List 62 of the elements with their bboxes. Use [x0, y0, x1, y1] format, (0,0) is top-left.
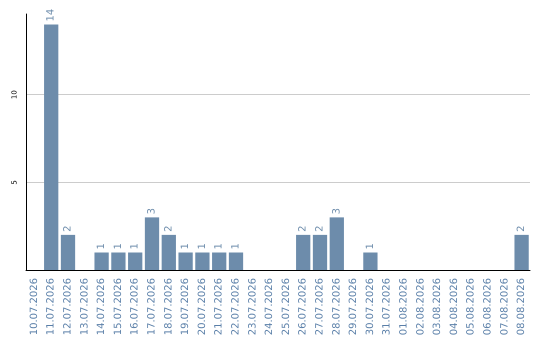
- x-tick-label: 07.08.2026: [499, 278, 510, 336]
- bar: [128, 252, 142, 270]
- x-tick-label: 06.08.2026: [482, 278, 494, 336]
- x-tick-label: 04.08.2026: [448, 278, 460, 336]
- bar: [195, 252, 210, 270]
- x-tick-label: 11.07.2026: [46, 278, 57, 336]
- x-tick-label: 15.07.2026: [112, 278, 124, 336]
- x-tick-label: 05.08.2026: [466, 278, 477, 336]
- bar: [330, 217, 344, 270]
- x-tick-label: 31.07.2026: [382, 278, 393, 336]
- data-label: 2: [163, 226, 174, 232]
- bar: [144, 217, 160, 270]
- bar: [111, 252, 126, 270]
- data-label: 2: [62, 226, 74, 232]
- x-tick-label: 19.07.2026: [180, 278, 192, 336]
- data-label: 1: [230, 243, 242, 250]
- bar: [312, 234, 328, 270]
- bar: [228, 252, 244, 270]
- x-tick-label: 29.07.2026: [348, 278, 360, 336]
- x-tick-label: 22.07.2026: [230, 278, 242, 336]
- x-tick-label: 13.07.2026: [79, 278, 90, 336]
- x-tick-label: 01.08.2026: [398, 278, 410, 336]
- x-tick-label: 23.07.2026: [247, 278, 258, 336]
- data-label: 14: [46, 8, 57, 22]
- x-tick-label: 27.07.2026: [314, 278, 326, 336]
- x-tick-label: 25.07.2026: [280, 278, 292, 336]
- bar: [296, 234, 310, 270]
- data-label: 3: [331, 208, 342, 214]
- bar: [60, 234, 76, 270]
- data-label: 2: [516, 226, 528, 232]
- x-tick-label: 03.08.2026: [432, 278, 444, 336]
- data-label: 1: [130, 243, 141, 250]
- x-tick-label: 30.07.2026: [364, 278, 376, 336]
- x-tick-label: 26.07.2026: [298, 278, 309, 336]
- bar: [514, 234, 529, 270]
- x-tick-label: 28.07.2026: [331, 278, 342, 336]
- x-tick-label: 10.07.2026: [28, 278, 40, 336]
- x-tick-label: 21.07.2026: [214, 278, 225, 336]
- data-label: 1: [96, 243, 108, 250]
- x-tick-label: 24.07.2026: [264, 278, 276, 336]
- data-label: 1: [196, 243, 208, 250]
- bar: [94, 252, 109, 270]
- bar: [44, 24, 58, 270]
- data-label: 2: [314, 226, 326, 232]
- bar: [178, 252, 193, 270]
- x-tick-label: 18.07.2026: [163, 278, 174, 336]
- x-tick-label: 12.07.2026: [62, 278, 74, 336]
- x-tick-label: 14.07.2026: [96, 278, 108, 336]
- data-label: 3: [146, 208, 158, 214]
- data-label: 1: [214, 243, 225, 250]
- x-tick-label: 08.08.2026: [516, 278, 528, 336]
- x-tick-label: 02.08.2026: [415, 278, 426, 336]
- bar: [212, 252, 226, 270]
- data-label: 1: [364, 243, 376, 250]
- bar: [363, 252, 378, 270]
- x-tick-label: 16.07.2026: [130, 278, 141, 336]
- x-tick-label: 20.07.2026: [196, 278, 208, 336]
- data-label: 1: [180, 243, 192, 250]
- x-tick-label: 17.07.2026: [146, 278, 158, 336]
- bar: [162, 234, 176, 270]
- data-label: 2: [298, 226, 309, 232]
- data-label: 1: [112, 243, 124, 250]
